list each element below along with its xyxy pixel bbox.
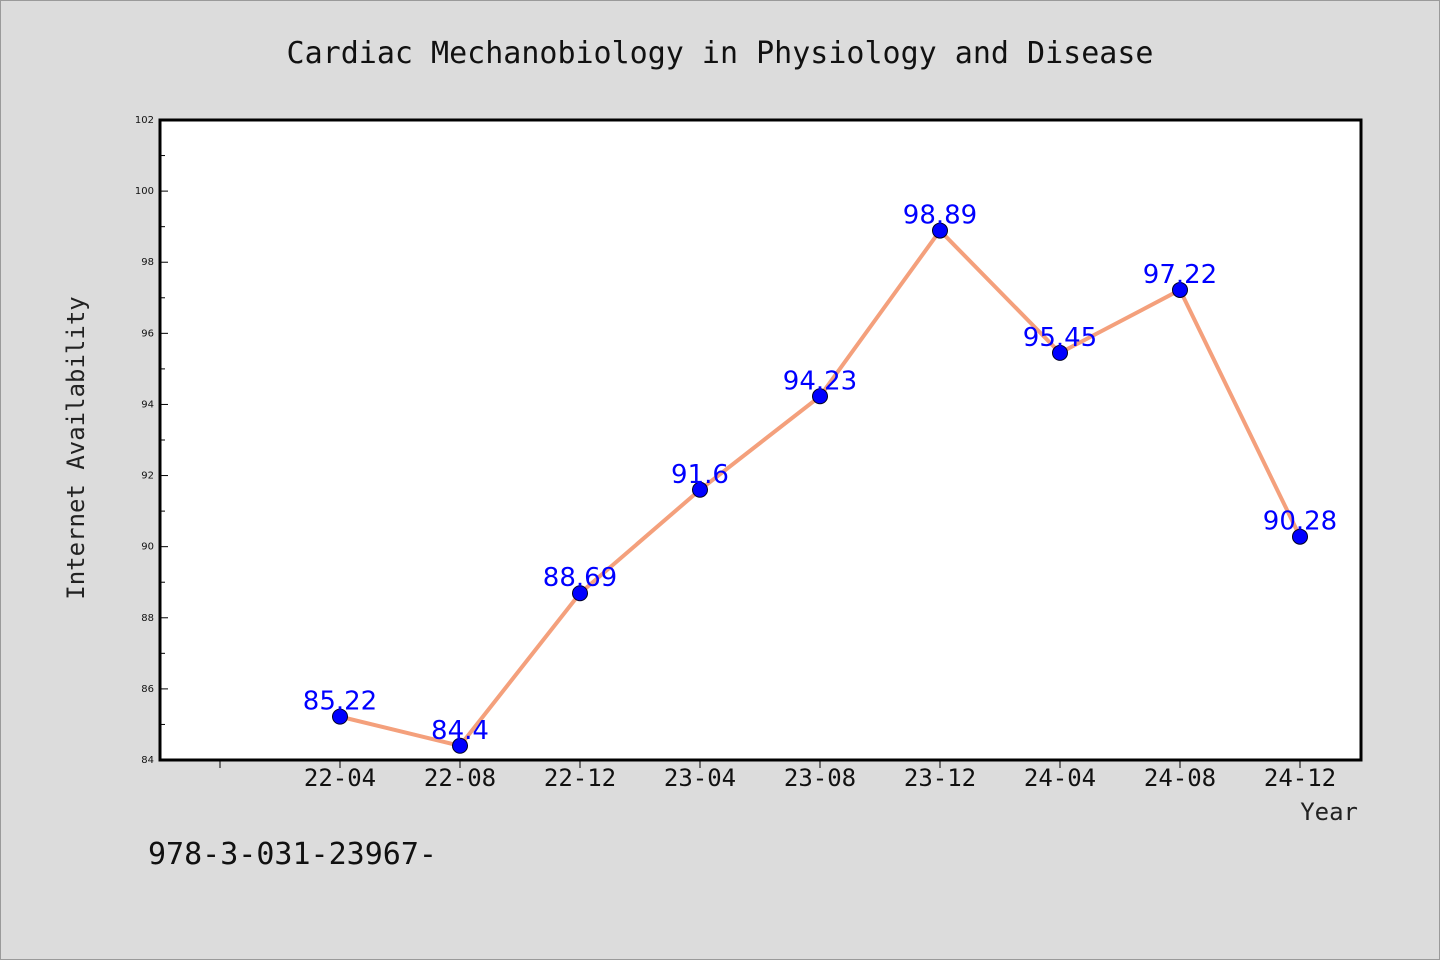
data-point — [572, 585, 588, 602]
data-point — [812, 388, 828, 405]
data-point — [1292, 528, 1308, 545]
data-label: 90.28 — [1263, 507, 1337, 537]
x-axis-label: Year — [1300, 798, 1358, 826]
y-tick-label: 94 — [141, 399, 154, 410]
y-tick-label: 100 — [135, 186, 154, 197]
x-tick-label: 23-04 — [664, 764, 736, 792]
y-tick-label: 92 — [141, 471, 154, 482]
data-point — [452, 737, 468, 754]
data-label: 84.4 — [431, 716, 489, 746]
data-label: 95.45 — [1023, 323, 1097, 353]
x-tick-label: 22-08 — [424, 764, 496, 792]
data-point — [932, 222, 948, 239]
data-label: 98.89 — [903, 201, 977, 231]
y-tick-label: 88 — [141, 613, 154, 624]
x-tick-label: 22-12 — [544, 764, 616, 792]
data-point — [692, 481, 708, 498]
data-label: 85.22 — [303, 687, 377, 717]
y-tick-label: 90 — [141, 542, 154, 553]
y-tick-label: 86 — [141, 684, 154, 695]
y-tick-label: 98 — [141, 257, 154, 268]
x-tick-label: 23-12 — [904, 764, 976, 792]
data-label: 97.22 — [1143, 260, 1217, 290]
x-axis: 22-04 22-08 22-12 23-04 23-08 23-12 24-04 24-08… — [219, 760, 1336, 792]
x-tick-label: 24-04 — [1024, 764, 1096, 792]
data-point — [1172, 281, 1188, 298]
data-label: 88.69 — [543, 563, 617, 593]
data-point — [1052, 344, 1068, 361]
data-point — [332, 708, 348, 725]
x-tick-label: 22-04 — [304, 764, 376, 792]
x-tick-label: 23-08 — [784, 764, 856, 792]
x-tick-label: 24-12 — [1264, 764, 1336, 792]
y-axis: 84 86 88 90 92 94 96 98 100 102 — [135, 115, 168, 766]
y-tick-label: 102 — [135, 115, 154, 126]
y-tick-label: 84 — [141, 755, 154, 766]
footer-text: 978-3-031-23967- — [148, 837, 437, 872]
x-tick-label: 24-08 — [1144, 764, 1216, 792]
data-label: 91.6 — [671, 460, 729, 490]
chart-title: Cardiac Mechanobiology in Physiology and… — [287, 36, 1154, 71]
data-label: 94.23 — [783, 366, 857, 396]
y-tick-label: 96 — [141, 328, 154, 339]
series-line: 85.22 84.4 88.69 91.6 94.23 98.89 95.45 97.22 90… — [303, 201, 1337, 754]
y-axis-label: Internet Availability — [62, 296, 90, 599]
plot-area — [158, 118, 1363, 762]
